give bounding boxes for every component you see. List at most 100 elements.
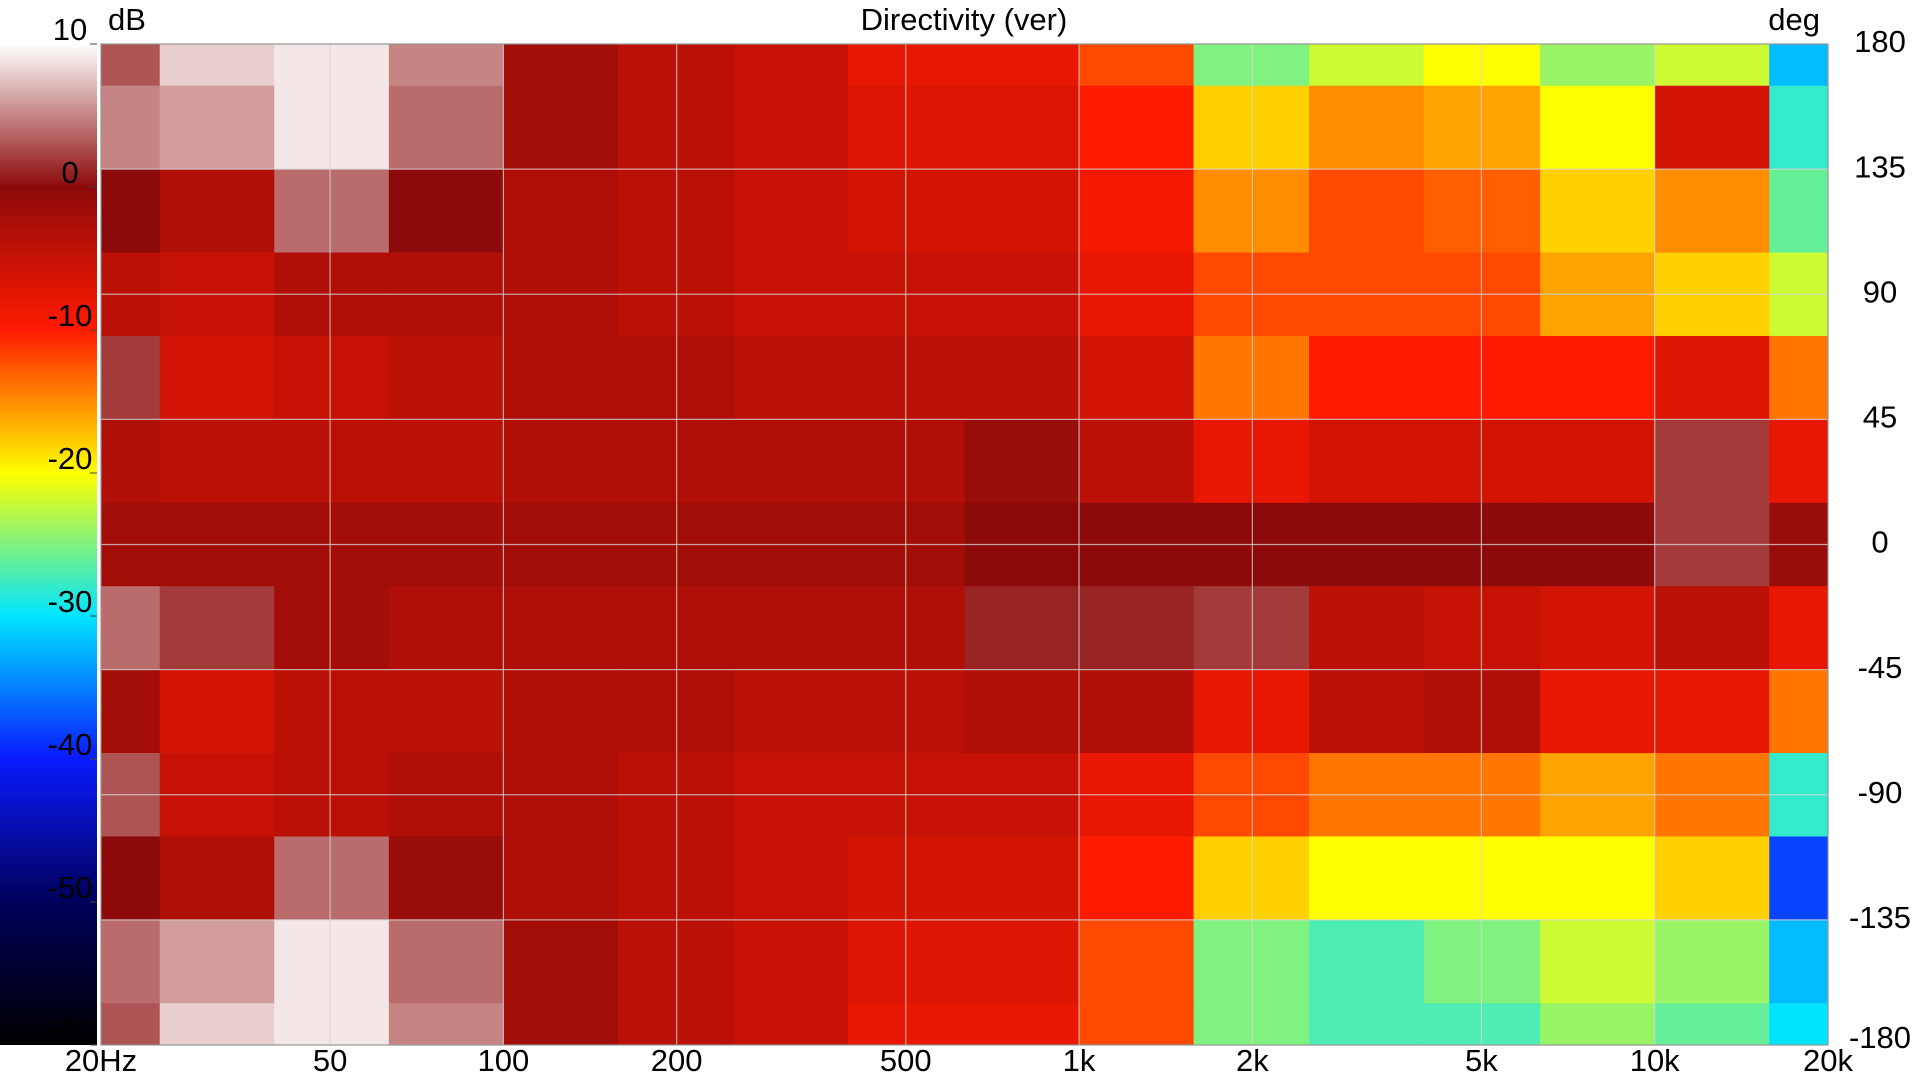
x-tick-label: 5k — [1465, 1043, 1498, 1078]
heat-cell — [1769, 1003, 1828, 1045]
heat-cell — [1769, 919, 1828, 1004]
heat-cell — [101, 85, 161, 170]
heat-cell — [159, 669, 275, 754]
heat-cell — [1423, 1003, 1541, 1045]
x-tick-label: 10k — [1630, 1043, 1680, 1078]
heat-cell — [1193, 586, 1310, 671]
heat-cell — [503, 669, 619, 754]
heat-cell — [617, 836, 735, 921]
heat-cell — [1309, 44, 1425, 87]
heat-cell — [503, 419, 619, 504]
heat-cell — [388, 919, 504, 1004]
x-tick-label: 200 — [651, 1043, 703, 1078]
heat-cell — [388, 586, 504, 671]
heat-cell — [1769, 419, 1828, 504]
heat-cell — [733, 919, 849, 1004]
heat-cell — [1423, 919, 1541, 1004]
heat-cell — [159, 419, 275, 504]
heat-cell — [1193, 335, 1310, 420]
heat-cell — [1540, 419, 1656, 504]
heat-cell — [964, 669, 1080, 754]
heat-cell — [388, 169, 504, 254]
heat-cell — [733, 586, 849, 671]
heat-cell — [964, 1003, 1080, 1045]
heat-cell — [388, 419, 504, 504]
heat-cell — [1540, 836, 1656, 921]
heat-cell — [1193, 919, 1310, 1004]
grid — [100, 43, 1829, 1046]
x-tick-label: 1k — [1063, 1043, 1096, 1078]
heat-cell — [1193, 169, 1310, 254]
colorbar-label: -60 — [48, 1012, 93, 1047]
heat-cell — [1079, 419, 1195, 504]
heat-cell — [1540, 586, 1656, 671]
heat-cell — [1309, 1003, 1425, 1045]
heat-cell — [101, 44, 161, 87]
heat-cell — [1654, 836, 1770, 921]
heat-cell — [503, 85, 619, 170]
colorbar-label: 0 — [61, 155, 78, 190]
heat-cell — [1654, 85, 1770, 170]
heat-cell — [1423, 335, 1541, 420]
heat-cell — [503, 586, 619, 671]
heat-cell — [1769, 85, 1828, 170]
heat-cell — [1654, 335, 1770, 420]
heat-cell — [159, 335, 275, 420]
heat-cell — [1193, 85, 1310, 170]
heat-cell — [964, 836, 1080, 921]
heat-cell — [964, 586, 1080, 671]
heat-cell — [1309, 169, 1425, 254]
y-tick-label: 135 — [1854, 149, 1906, 184]
x-tick-label: 500 — [880, 1043, 932, 1078]
heat-cell — [733, 169, 849, 254]
heat-cell — [274, 836, 390, 921]
heat-cell — [1769, 586, 1828, 671]
heat-cell — [617, 44, 735, 87]
heat-cell — [964, 335, 1080, 420]
heat-cell — [388, 335, 504, 420]
heat-cell — [847, 1003, 966, 1045]
x-tick-label: 2k — [1236, 1043, 1269, 1078]
heat-cell — [1654, 1003, 1770, 1045]
heat-cell — [1079, 1003, 1195, 1045]
heat-cell — [1654, 419, 1770, 504]
heat-cell — [274, 85, 390, 170]
heat-cell — [1193, 1003, 1310, 1045]
heat-cell — [503, 1003, 619, 1045]
colorbar — [0, 44, 97, 1045]
x-tick-label: 100 — [478, 1043, 530, 1078]
x-tick-label: 20Hz — [65, 1043, 137, 1078]
heat-cell — [274, 44, 390, 87]
heat-cell — [1423, 586, 1541, 671]
heat-cell — [1769, 44, 1828, 87]
y-tick-label: 180 — [1854, 24, 1906, 59]
heat-cell — [159, 836, 275, 921]
heat-cell — [159, 586, 275, 671]
heat-cell — [733, 335, 849, 420]
heat-cell — [388, 836, 504, 921]
heat-cell — [388, 44, 504, 87]
heat-cell — [1079, 44, 1195, 87]
heat-cell — [617, 1003, 735, 1045]
heat-cell — [101, 335, 161, 420]
heat-cell — [617, 919, 735, 1004]
heat-cell — [847, 169, 966, 254]
heat-cell — [1423, 44, 1541, 87]
heat-cell — [964, 419, 1080, 504]
colorbar-label: -30 — [48, 584, 93, 619]
heat-cell — [274, 586, 390, 671]
heat-cell — [964, 919, 1080, 1004]
y-tick-label: 0 — [1871, 525, 1888, 560]
heat-cell — [1309, 85, 1425, 170]
heat-cell — [1309, 335, 1425, 420]
heat-cell — [159, 169, 275, 254]
heat-cell — [733, 836, 849, 921]
heat-cell — [159, 919, 275, 1004]
heat-cell — [1540, 85, 1656, 170]
heat-cell — [1540, 169, 1656, 254]
heat-cell — [1079, 85, 1195, 170]
heat-cell — [159, 1003, 275, 1045]
heat-cell — [274, 169, 390, 254]
y-tick-label: 45 — [1863, 400, 1897, 435]
heat-cell — [503, 335, 619, 420]
